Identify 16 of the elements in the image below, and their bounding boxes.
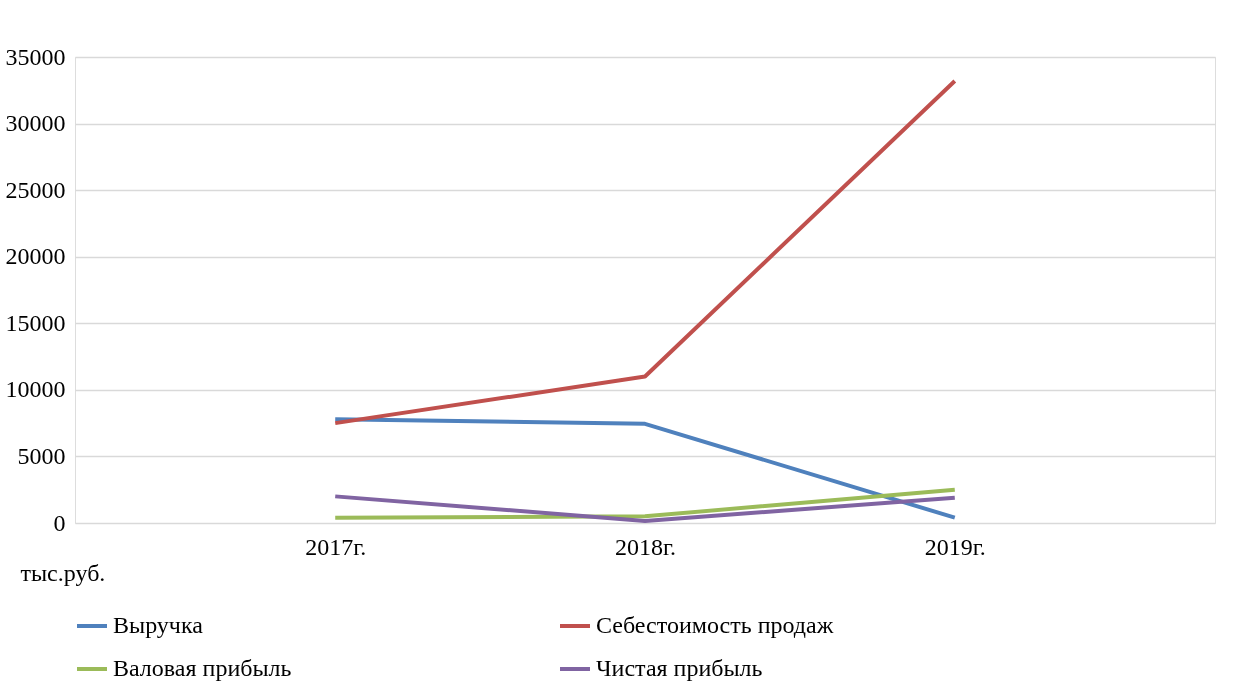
legend-label: Выручка	[113, 612, 204, 638]
y-tick-label: 35000	[5, 43, 66, 70]
legend-label: Валовая прибыль	[113, 655, 292, 681]
legend-label: Себестоимость продаж	[596, 612, 834, 638]
x-tick-label: 2019г.	[924, 533, 986, 560]
x-tick-label: 2018г.	[614, 533, 677, 560]
y-axis-title: тыс.руб.	[20, 559, 106, 586]
y-tick-label: 0	[53, 509, 66, 536]
y-tick-label: 30000	[5, 110, 66, 137]
y-tick-label: 5000	[17, 442, 66, 469]
y-tick-label: 20000	[5, 243, 66, 270]
x-tick-label: 2017г.	[305, 533, 367, 560]
y-tick-label: 15000	[5, 309, 66, 336]
y-tick-label: 25000	[5, 176, 66, 203]
legend-label: Чистая прибыль	[596, 655, 763, 681]
y-tick-label: 10000	[5, 376, 66, 403]
